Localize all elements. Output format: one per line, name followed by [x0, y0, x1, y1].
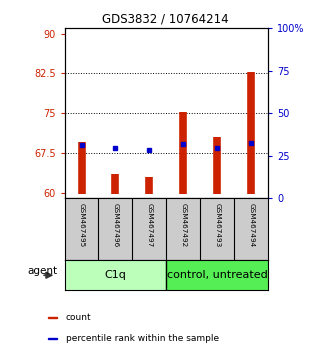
Bar [166, 260, 268, 290]
Text: GSM467493: GSM467493 [214, 203, 220, 247]
Text: GDS3832 / 10764214: GDS3832 / 10764214 [102, 12, 229, 25]
Text: GSM467496: GSM467496 [113, 203, 118, 247]
Bar [48, 338, 57, 339]
Text: count: count [66, 313, 92, 322]
Bar [65, 260, 166, 290]
Text: percentile rank within the sample: percentile rank within the sample [66, 334, 219, 343]
Bar [48, 316, 57, 318]
Text: control, untreated: control, untreated [167, 270, 267, 280]
Text: GSM467495: GSM467495 [78, 203, 84, 247]
Text: GSM467492: GSM467492 [180, 203, 186, 247]
Text: GSM467497: GSM467497 [146, 203, 152, 247]
Text: agent: agent [28, 266, 58, 276]
Text: GSM467494: GSM467494 [248, 203, 254, 247]
Text: C1q: C1q [105, 270, 126, 280]
